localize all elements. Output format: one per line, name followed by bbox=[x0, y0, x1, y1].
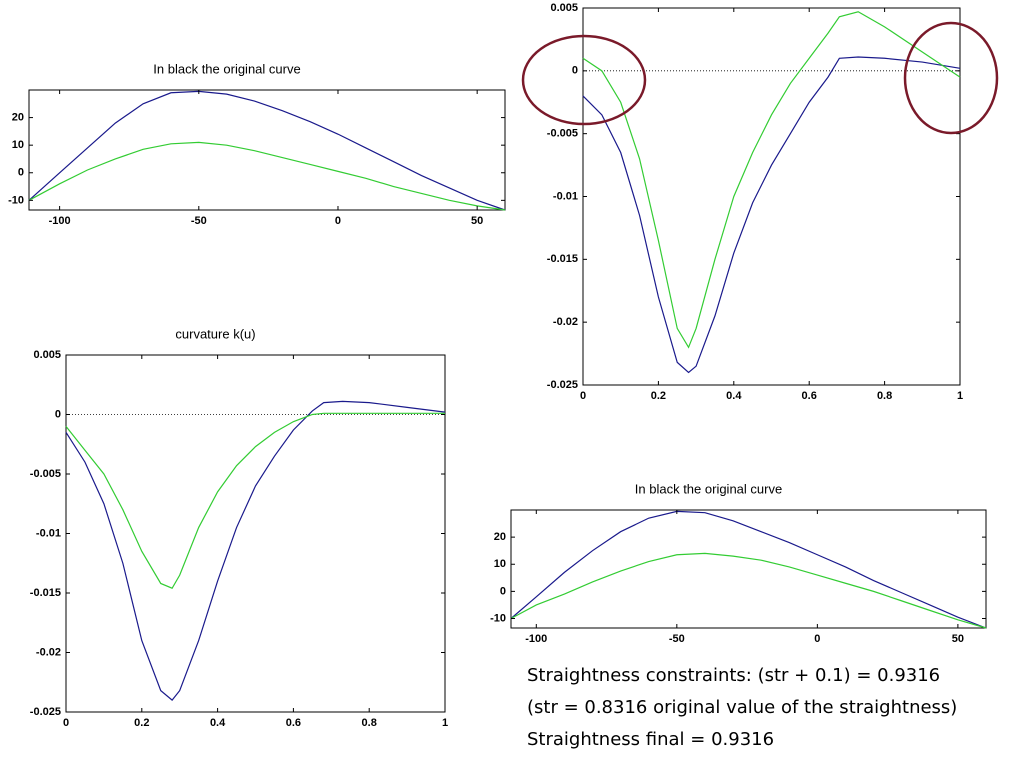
curve bbox=[510, 510, 987, 629]
x-tick-label: 0 bbox=[335, 215, 341, 227]
chart: In black the original curve-100 -50 0 50-10… bbox=[8, 61, 506, 227]
curve bbox=[28, 90, 506, 211]
y-tick-label: -0.015 bbox=[30, 587, 61, 599]
y-tick-label: -10 bbox=[8, 194, 24, 206]
x-tick-label: 50 bbox=[952, 633, 964, 645]
x-tick-label: 0.6 bbox=[286, 717, 301, 729]
y-tick-label: 20 bbox=[494, 531, 506, 543]
x-tick-label: -50 bbox=[669, 633, 685, 645]
y-tick-label: -10 bbox=[490, 612, 506, 624]
x-tick-label: 1 bbox=[442, 717, 448, 729]
y-tick-label: 0 bbox=[572, 65, 578, 77]
y-tick-label: -0.025 bbox=[547, 379, 578, 391]
x-tick-label: 0 bbox=[63, 717, 69, 729]
plot-area bbox=[510, 509, 987, 629]
y-tick-label: -0.005 bbox=[547, 128, 578, 140]
y-tick-label: -0.025 bbox=[30, 706, 61, 718]
curve bbox=[65, 412, 445, 589]
x-tick-label: 0.2 bbox=[651, 390, 666, 402]
plot-area bbox=[28, 89, 506, 211]
chart-title: In black the original curve bbox=[635, 481, 782, 496]
y-tick-label: -0.02 bbox=[553, 316, 578, 328]
y-tick-label: 0 bbox=[18, 167, 24, 179]
y-tick-label: -0.02 bbox=[36, 646, 61, 658]
x-tick-label: 1 bbox=[957, 390, 963, 402]
curve bbox=[28, 141, 506, 211]
y-tick-label: -0.01 bbox=[553, 190, 578, 202]
x-tick-label: -100 bbox=[49, 215, 71, 227]
note: (str = 0.8316 original value of the stra… bbox=[527, 697, 957, 718]
x-tick-label: -100 bbox=[525, 633, 547, 645]
x-tick-label: 0.8 bbox=[362, 717, 377, 729]
curve bbox=[582, 11, 961, 349]
plot-area bbox=[65, 354, 446, 713]
y-tick-label: 10 bbox=[494, 558, 506, 570]
note: Straightness final = 0.9316 bbox=[527, 729, 774, 750]
y-tick-label: 0 bbox=[55, 408, 61, 420]
y-tick-label: 0.005 bbox=[33, 349, 61, 361]
highlight-circle bbox=[903, 21, 999, 135]
curve bbox=[510, 552, 987, 629]
y-tick-label: 0 bbox=[500, 585, 506, 597]
y-tick-label: -0.005 bbox=[30, 468, 61, 480]
x-tick-label: 0.4 bbox=[210, 717, 226, 729]
x-tick-label: 0.8 bbox=[877, 390, 892, 402]
chart-title: In black the original curve bbox=[153, 61, 300, 76]
x-tick-label: 0 bbox=[814, 633, 820, 645]
y-tick-label: -0.01 bbox=[36, 527, 61, 539]
note: Straightness constraints: (str + 0.1) = … bbox=[527, 665, 940, 686]
highlight-circle bbox=[521, 34, 647, 126]
plot-area bbox=[582, 7, 961, 386]
chart-title: curvature k(u) bbox=[175, 326, 255, 341]
curve bbox=[65, 400, 446, 701]
chart: 0 0.2 0.4 0.6 0.8 1 0.005 0 -0.005 -0.01 -0.015 -0.… bbox=[547, 2, 963, 402]
y-tick-label: -0.015 bbox=[547, 253, 578, 265]
y-tick-label: 10 bbox=[12, 139, 24, 151]
x-tick-label: 50 bbox=[471, 215, 483, 227]
chart: curvature k(u) 0 0.2 0.4 0.6 0.8 1 0.005 0 -0.005… bbox=[30, 326, 448, 728]
x-tick-label: 0 bbox=[580, 390, 586, 402]
y-tick-label: 0.005 bbox=[550, 2, 578, 14]
curve bbox=[582, 56, 961, 374]
x-tick-label: 0.6 bbox=[802, 390, 817, 402]
y-tick-label: 20 bbox=[12, 111, 24, 123]
x-tick-label: 0.2 bbox=[134, 717, 149, 729]
x-tick-label: -50 bbox=[191, 215, 207, 227]
chart: In black the original curve-100 -50 0 50-10… bbox=[490, 481, 987, 645]
x-tick-label: 0.4 bbox=[726, 390, 742, 402]
